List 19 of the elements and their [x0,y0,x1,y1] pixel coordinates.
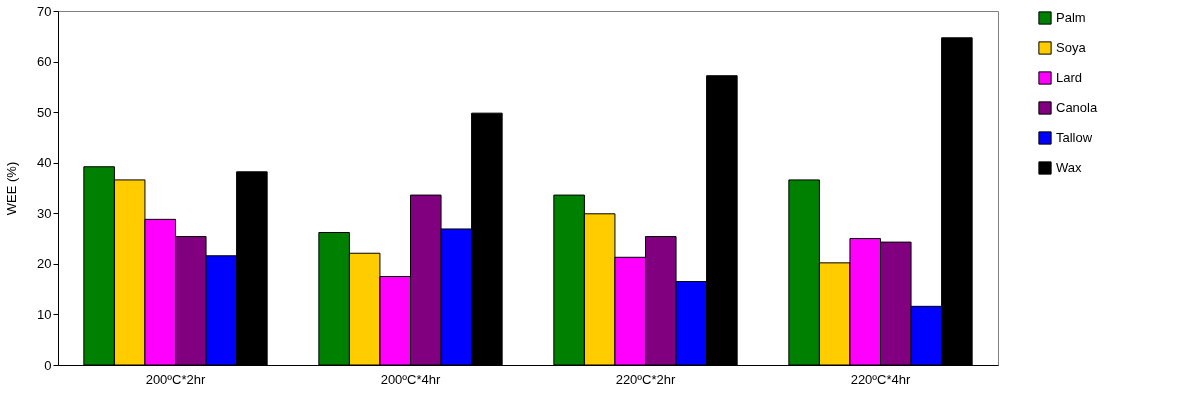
legend-label: Soya [1056,40,1087,55]
y-tick-label: 70 [37,3,52,19]
x-tick-label: 220ºC*2hr [615,371,676,387]
x-tick-label: 220ºC*4hr [850,371,911,387]
y-tick-label: 20 [37,256,52,272]
legend-label: Tallow [1056,130,1093,145]
y-tick-label: 50 [37,104,52,120]
y-tick-label: 0 [44,357,52,373]
y-tick-label: 30 [37,205,52,221]
x-tick-label: 200ºC*2hr [145,371,206,387]
y-tick-label: 40 [37,155,52,171]
legend-label: Lard [1056,70,1083,85]
y-tick-label: 10 [37,306,52,322]
legend-label: Palm [1056,10,1086,25]
y-tick-label: 60 [37,54,52,70]
x-tick-label: 200ºC*4hr [380,371,441,387]
y-axis-title: WEE (%) [4,161,20,216]
legend-label: Canola [1056,100,1098,115]
legend-label: Wax [1056,160,1083,175]
